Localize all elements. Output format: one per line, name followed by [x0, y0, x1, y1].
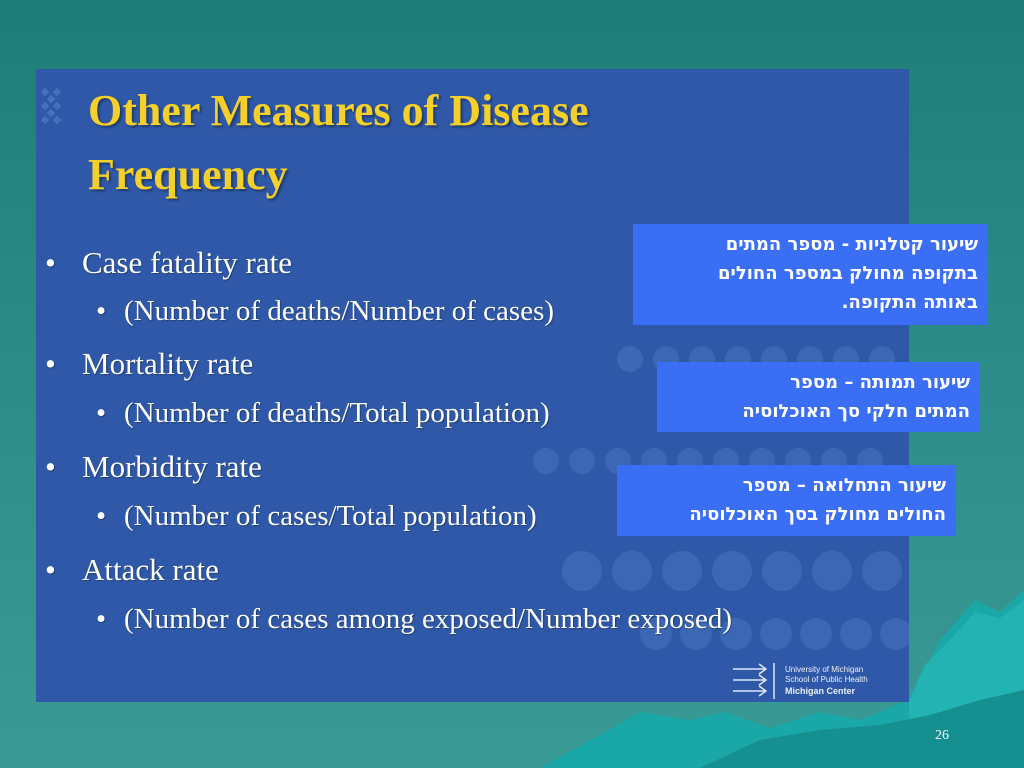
logo-line-3: Michigan Center	[785, 686, 856, 696]
bullet-case-fatality-rate: • Case fatality rate	[45, 245, 292, 281]
logo-line-2: School of Public Health	[785, 675, 868, 684]
note-line: שיעור קטלניות - מספר המתים	[725, 234, 978, 255]
logo-arrows-icon	[733, 663, 775, 699]
sub-bullet-label: (Number of deaths/Number of cases)	[124, 295, 555, 327]
logo-line-1: University of Michigan	[785, 665, 864, 674]
note-case-fatality-hebrew: שיעור קטלניות - מספר המתים בתקופה מחולק …	[633, 224, 988, 325]
bullet-dot: •	[45, 552, 56, 587]
title-line-2: Frequency	[88, 150, 288, 199]
note-line: המתים חלקי סך האוכלוסיה	[742, 401, 970, 422]
sub-bullet-label: (Number of cases/Total population)	[124, 500, 537, 532]
bullet-attack-rate: • Attack rate	[45, 552, 219, 588]
note-line: שיעור התחלואה – מספר	[742, 475, 946, 496]
university-logo: University of Michigan School of Public …	[729, 659, 899, 702]
note-line: באותה התקופה.	[841, 292, 978, 313]
sub-bullet-label: (Number of cases among exposed/Number ex…	[124, 603, 733, 635]
bullet-dot: •	[45, 245, 56, 280]
bullet-dot: •	[45, 346, 56, 381]
sub-bullet-attack: • (Number of cases among exposed/Number e…	[96, 603, 732, 636]
note-line: שיעור תמותה – מספר	[790, 372, 970, 393]
bullet-dot: •	[96, 603, 107, 635]
sub-bullet-case-fatality: • (Number of deaths/Number of cases)	[96, 295, 554, 328]
bullet-label: Morbidity rate	[82, 449, 262, 484]
bullet-label: Mortality rate	[82, 346, 254, 381]
sub-bullet-mortality: • (Number of deaths/Total population)	[96, 397, 550, 430]
bullet-label: Attack rate	[82, 552, 219, 587]
bullet-dot: •	[96, 397, 107, 429]
bullet-label: Case fatality rate	[82, 245, 293, 280]
bullet-dot: •	[45, 449, 56, 484]
page-number: 26	[935, 728, 949, 743]
bullet-dot: •	[96, 500, 107, 532]
slide-title: Other Measures of Disease Frequency	[88, 79, 788, 207]
bullet-morbidity-rate: • Morbidity rate	[45, 449, 262, 485]
title-line-1: Other Measures of Disease	[88, 86, 589, 135]
bullet-dot: •	[96, 295, 107, 327]
note-morbidity-hebrew: שיעור התחלואה – מספר החולים מחולק בסך הא…	[617, 465, 956, 536]
note-line: החולים מחולק בסך האוכלוסיה	[689, 504, 946, 525]
sub-bullet-morbidity: • (Number of cases/Total population)	[96, 500, 537, 533]
note-mortality-hebrew: שיעור תמותה – מספר המתים חלקי סך האוכלוס…	[657, 362, 980, 432]
sub-bullet-label: (Number of deaths/Total population)	[124, 397, 550, 429]
bullet-mortality-rate: • Mortality rate	[45, 346, 253, 382]
note-line: בתקופה מחולק במספר החולים	[718, 263, 978, 284]
